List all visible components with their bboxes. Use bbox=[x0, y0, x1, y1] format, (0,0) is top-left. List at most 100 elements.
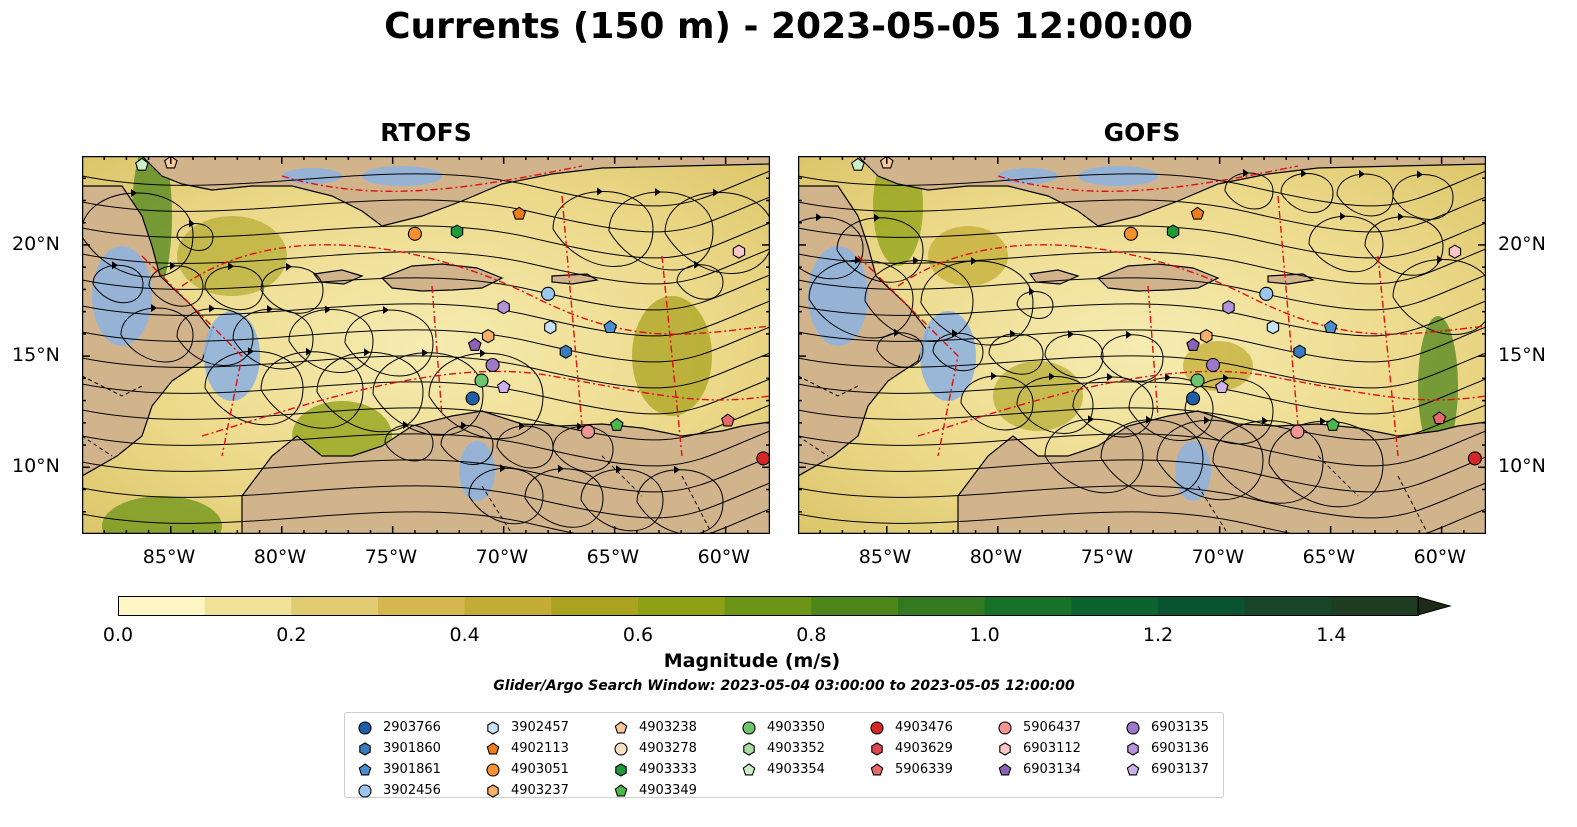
legend-entry: 4903349 bbox=[613, 780, 697, 801]
float-marker-4903333 bbox=[450, 224, 464, 239]
legend-marker-icon bbox=[487, 720, 499, 735]
legend-label: 5906339 bbox=[895, 762, 953, 777]
gofs-panel-title: GOFS bbox=[1103, 118, 1181, 147]
float-marker-4903051 bbox=[1123, 226, 1138, 241]
shallow-water bbox=[1175, 441, 1211, 501]
shallow-water bbox=[998, 168, 1058, 184]
float-marker-3901860 bbox=[1293, 344, 1306, 359]
legend-entry: 6903137 bbox=[1125, 759, 1209, 780]
legend-marker-4903476 bbox=[870, 720, 884, 735]
map-frame bbox=[82, 156, 770, 534]
float-marker-6903137 bbox=[496, 380, 511, 394]
shallow-water bbox=[920, 311, 976, 401]
float-marker-3902456 bbox=[541, 286, 556, 301]
legend-column: 2903766 3901860 3901861 3902456 bbox=[357, 717, 441, 801]
y-tick-label: 15°N bbox=[1498, 344, 1546, 367]
legend-marker-icon bbox=[614, 741, 628, 756]
search-window-text: Glider/Argo Search Window: 2023-05-04 03… bbox=[493, 678, 1075, 694]
y-tick-label: 15°N bbox=[12, 344, 60, 367]
float-marker-6903134 bbox=[467, 337, 482, 351]
float-marker-4902113 bbox=[512, 206, 527, 220]
legend-label: 4903238 bbox=[639, 720, 697, 735]
legend-marker-icon bbox=[998, 762, 1012, 775]
legend-marker-4903352 bbox=[743, 741, 755, 756]
x-tick-label: 75°W bbox=[364, 546, 418, 568]
legend-label: 4903278 bbox=[639, 741, 697, 756]
map-canvas bbox=[798, 156, 1486, 534]
legend-entry: 4903238 bbox=[613, 717, 697, 738]
map-frame bbox=[798, 156, 1486, 534]
x-tick-label: 70°W bbox=[475, 546, 529, 568]
colorbar-segment bbox=[638, 597, 726, 615]
float-marker-4903349 bbox=[610, 417, 624, 431]
legend-entry: 4903051 bbox=[485, 759, 569, 780]
legend-marker-icon bbox=[487, 783, 499, 798]
gofs-map[interactable] bbox=[798, 156, 1486, 534]
x-tick-label: 65°W bbox=[586, 546, 640, 568]
legend-label: 3901861 bbox=[383, 762, 441, 777]
legend-marker-4903237 bbox=[487, 783, 499, 798]
legend-marker-4903354 bbox=[742, 762, 756, 775]
legend-column: 4903350 4903352 4903354 bbox=[741, 717, 825, 780]
colorbar-segment bbox=[204, 597, 292, 615]
legend-marker-6903135 bbox=[1126, 720, 1140, 735]
float-marker-6903112 bbox=[1448, 244, 1462, 259]
float-marker-3902456 bbox=[1259, 286, 1274, 301]
legend-entry: 3902457 bbox=[485, 717, 569, 738]
legend-label: 4903352 bbox=[767, 741, 825, 756]
colorbar-tick-label: 0.0 bbox=[102, 624, 134, 646]
float-marker-5906339 bbox=[1432, 411, 1447, 425]
float-legend: 2903766 3901860 3901861 3902456 3902457 49021… bbox=[344, 712, 1224, 798]
country-borders bbox=[82, 375, 713, 534]
legend-column: 6903135 6903136 6903137 bbox=[1125, 717, 1209, 780]
legend-label: 3902456 bbox=[383, 783, 441, 798]
x-tick-label: 65°W bbox=[1302, 546, 1356, 568]
country-borders bbox=[798, 375, 1429, 534]
float-marker-6903137 bbox=[1215, 380, 1229, 394]
colorbar-tick-label: 0.2 bbox=[276, 624, 307, 646]
legend-marker-5906339 bbox=[870, 762, 884, 775]
legend-marker-icon bbox=[870, 720, 884, 735]
legend-marker-4902113 bbox=[486, 741, 500, 754]
colorbar-tick-label: 0.4 bbox=[449, 624, 480, 646]
legend-marker-4903238 bbox=[614, 720, 628, 733]
legend-marker-icon bbox=[615, 762, 627, 777]
legend-marker-icon bbox=[998, 720, 1012, 735]
float-marker-4902113 bbox=[1190, 206, 1205, 220]
legend-marker-icon bbox=[743, 741, 755, 756]
legend-label: 6903112 bbox=[1023, 741, 1081, 756]
legend-label: 6903136 bbox=[1151, 741, 1209, 756]
float-marker-2903766 bbox=[1185, 391, 1201, 406]
legend-marker-icon bbox=[358, 783, 372, 798]
legend-marker-icon bbox=[486, 762, 500, 777]
current-magnitude-patch bbox=[993, 361, 1083, 431]
legend-marker-5906437 bbox=[998, 720, 1012, 735]
legend-entry: 6903134 bbox=[997, 759, 1081, 780]
legend-entry: 4903629 bbox=[869, 738, 953, 759]
colorbar-segment bbox=[1158, 597, 1246, 615]
colorbar-segment bbox=[378, 597, 466, 615]
colorbar-segment bbox=[984, 597, 1072, 615]
float-marker-4903354 bbox=[135, 157, 149, 171]
float-marker-4903349 bbox=[1326, 417, 1340, 431]
legend-marker-icon bbox=[870, 762, 884, 775]
colorbar-segment bbox=[1331, 597, 1419, 615]
float-marker-3901860 bbox=[559, 344, 572, 359]
legend-marker-icon bbox=[999, 741, 1011, 756]
legend-marker-4903278 bbox=[614, 741, 628, 756]
float-marker-6903134 bbox=[1186, 337, 1200, 351]
rtofs-map[interactable] bbox=[82, 156, 770, 534]
legend-marker-icon bbox=[358, 762, 372, 775]
float-marker-5906339 bbox=[721, 413, 735, 427]
colorbar-segment bbox=[898, 597, 986, 615]
legend-entry: 4903237 bbox=[485, 780, 569, 801]
legend-entry: 4903333 bbox=[613, 759, 697, 780]
legend-marker-4903350 bbox=[742, 720, 756, 735]
float-marker-3902457 bbox=[1266, 320, 1280, 335]
legend-marker-6903136 bbox=[1127, 741, 1139, 756]
shallow-water bbox=[1078, 166, 1158, 186]
float-marker-3902457 bbox=[544, 320, 557, 335]
float-marker-4903350 bbox=[474, 373, 489, 388]
y-tick-label: 20°N bbox=[1498, 232, 1546, 255]
legend-entry: 4903354 bbox=[741, 759, 825, 780]
